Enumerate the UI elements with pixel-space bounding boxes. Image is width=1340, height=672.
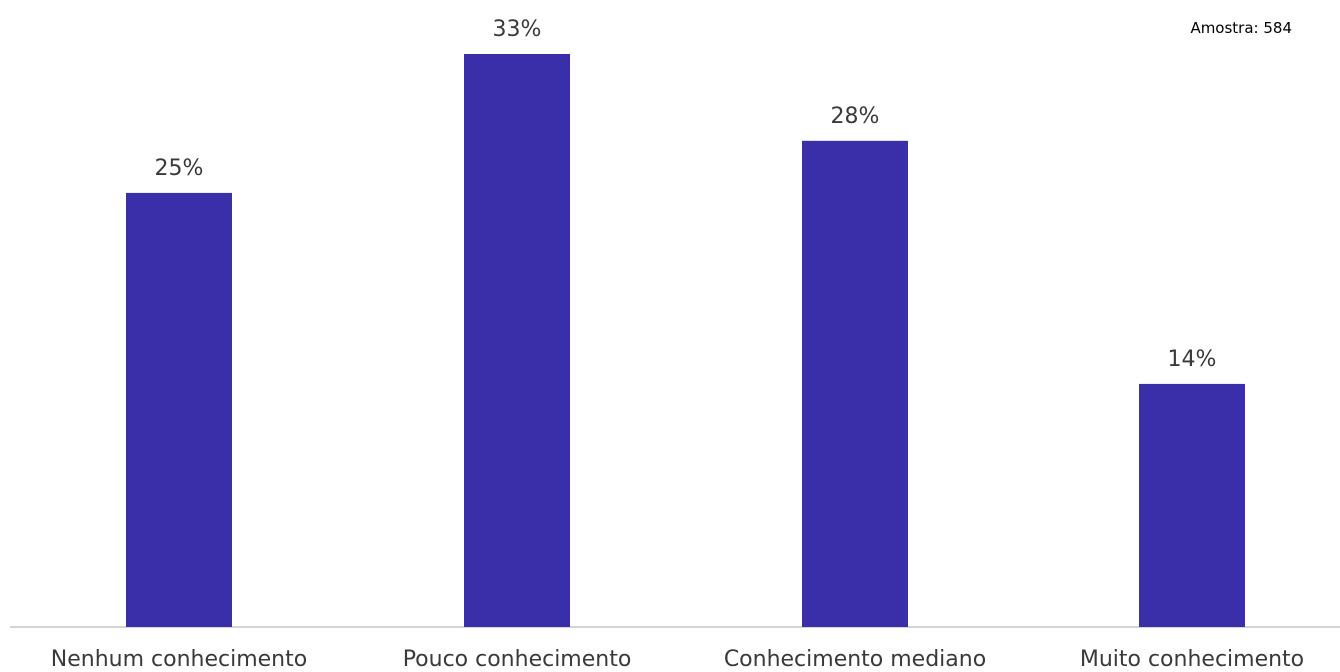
bars-group (126, 54, 1245, 627)
value-label-2: 33% (493, 17, 542, 42)
category-label-1: Nenhum conhecimento (51, 647, 307, 672)
bar-3 (802, 140, 908, 627)
bar-2 (464, 54, 570, 627)
bar-1 (126, 192, 232, 627)
value-label-4: 14% (1168, 347, 1217, 372)
category-labels-group: Nenhum conhecimento Pouco conhecimento Con… (51, 647, 1304, 672)
bar-4 (1139, 383, 1245, 627)
value-label-1: 25% (155, 156, 204, 181)
sample-size-note: Amostra: 584 (1190, 19, 1292, 37)
value-label-3: 28% (831, 104, 880, 129)
category-label-2: Pouco conhecimento (403, 647, 632, 672)
category-label-3: Conhecimento mediano (724, 647, 986, 672)
category-label-4: Muito conhecimento (1080, 647, 1304, 672)
value-labels-group: 25% 33% 28% 14% (155, 17, 1217, 372)
